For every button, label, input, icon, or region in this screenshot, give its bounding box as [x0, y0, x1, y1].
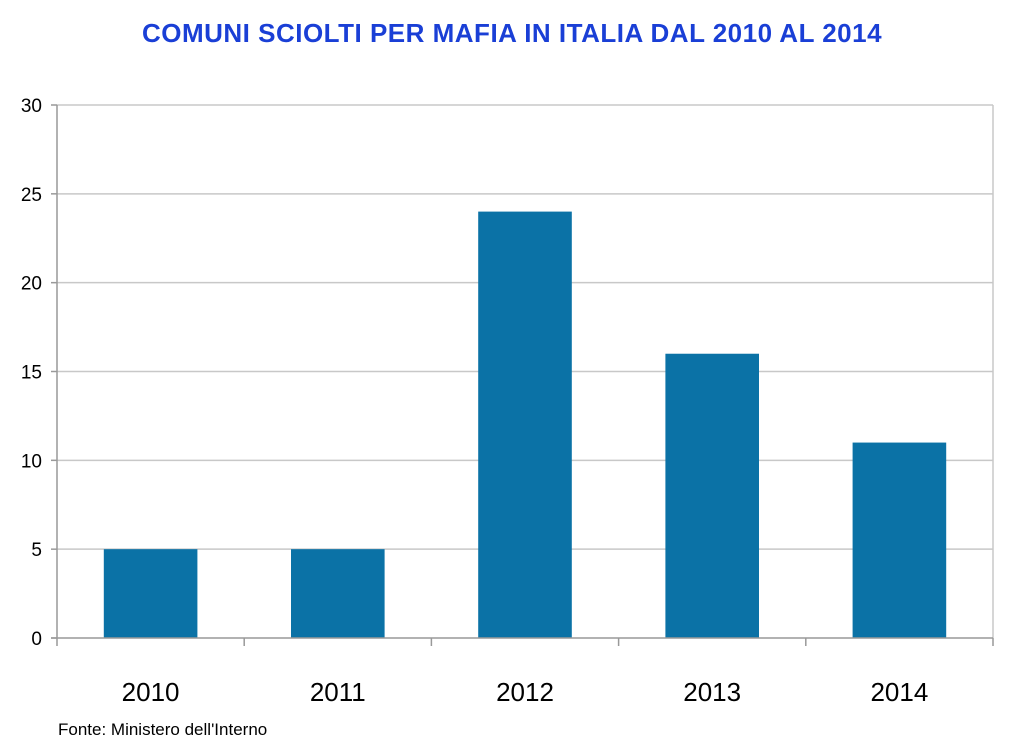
bar-2012: [478, 211, 572, 638]
x-tick-label: 2014: [870, 677, 928, 707]
bars: [103, 211, 947, 638]
bar-2014: [852, 442, 947, 638]
y-tick-label: 30: [21, 96, 42, 117]
y-tick-label: 25: [21, 185, 42, 206]
x-axis-ticks: 2010 2011 2012 2013 2014: [122, 677, 929, 707]
bar-2011: [291, 549, 385, 638]
axes: [51, 104, 994, 646]
y-tick-label: 10: [21, 451, 42, 472]
y-tick-label: 5: [31, 540, 42, 561]
chart-title: COMUNI SCIOLTI PER MAFIA IN ITALIA DAL 2…: [141, 18, 883, 48]
bar-2010: [103, 549, 198, 638]
y-tick-label: 0: [31, 629, 42, 650]
x-tick-label: 2012: [496, 677, 554, 707]
x-tick-label: 2011: [310, 677, 366, 707]
y-tick-label: 15: [21, 363, 42, 384]
source-note: Fonte: Ministero dell'Interno: [58, 720, 268, 739]
y-axis-ticks: 0 5 10 15 20 25 30: [21, 96, 42, 650]
x-tick-label: 2010: [122, 677, 180, 707]
y-tick-label: 20: [21, 274, 42, 295]
bar-2013: [665, 353, 759, 638]
x-tick-label: 2013: [683, 677, 741, 707]
